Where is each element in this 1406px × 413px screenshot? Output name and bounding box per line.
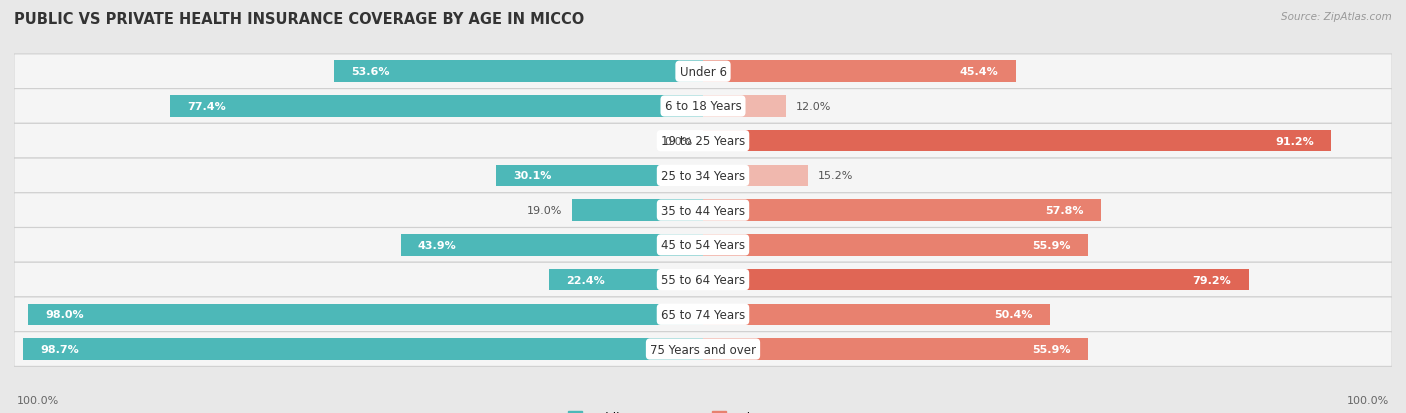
Text: 55.9%: 55.9% [1032,240,1071,250]
FancyBboxPatch shape [14,297,1392,332]
Bar [333,62,703,83]
Text: 45.4%: 45.4% [960,67,998,77]
Bar [703,131,1331,152]
Bar [496,165,703,187]
Text: 75 Years and over: 75 Years and over [650,343,756,356]
Text: PUBLIC VS PRIVATE HEALTH INSURANCE COVERAGE BY AGE IN MICCO: PUBLIC VS PRIVATE HEALTH INSURANCE COVER… [14,12,585,27]
Text: 57.8%: 57.8% [1046,206,1084,216]
Bar [401,235,703,256]
Text: 55.9%: 55.9% [1032,344,1071,354]
Bar [703,165,807,187]
FancyBboxPatch shape [14,159,1392,193]
Bar [703,338,1088,360]
FancyBboxPatch shape [14,55,1392,89]
Text: 6 to 18 Years: 6 to 18 Years [665,100,741,113]
Text: 65 to 74 Years: 65 to 74 Years [661,308,745,321]
Text: 30.1%: 30.1% [513,171,551,181]
Text: 100.0%: 100.0% [1347,395,1389,405]
Bar [703,96,786,117]
Text: 19 to 25 Years: 19 to 25 Years [661,135,745,148]
Text: Source: ZipAtlas.com: Source: ZipAtlas.com [1281,12,1392,22]
Text: 91.2%: 91.2% [1275,136,1315,146]
Text: 100.0%: 100.0% [17,395,59,405]
Bar [548,269,703,291]
FancyBboxPatch shape [14,332,1392,366]
Text: 77.4%: 77.4% [187,102,226,112]
Text: 43.9%: 43.9% [418,240,457,250]
Bar [170,96,703,117]
FancyBboxPatch shape [14,263,1392,297]
Text: 98.7%: 98.7% [41,344,79,354]
FancyBboxPatch shape [14,193,1392,228]
Text: 19.0%: 19.0% [526,206,562,216]
Bar [703,304,1050,325]
Bar [703,200,1101,221]
Text: 55 to 64 Years: 55 to 64 Years [661,273,745,286]
Bar [703,62,1015,83]
Text: 35 to 44 Years: 35 to 44 Years [661,204,745,217]
Bar [703,269,1249,291]
FancyBboxPatch shape [14,228,1392,263]
FancyBboxPatch shape [14,89,1392,124]
FancyBboxPatch shape [14,124,1392,159]
Legend: Public Insurance, Private Insurance: Public Insurance, Private Insurance [568,411,838,413]
Text: 98.0%: 98.0% [45,310,84,320]
Bar [22,338,703,360]
Text: 79.2%: 79.2% [1192,275,1232,285]
Text: Under 6: Under 6 [679,66,727,78]
Text: 12.0%: 12.0% [796,102,831,112]
Text: 50.4%: 50.4% [994,310,1033,320]
Text: 15.2%: 15.2% [818,171,853,181]
Bar [703,235,1088,256]
Text: 25 to 34 Years: 25 to 34 Years [661,169,745,183]
Text: 45 to 54 Years: 45 to 54 Years [661,239,745,252]
Text: 22.4%: 22.4% [565,275,605,285]
Text: 53.6%: 53.6% [352,67,389,77]
Text: 0.0%: 0.0% [665,136,693,146]
Bar [28,304,703,325]
Bar [572,200,703,221]
